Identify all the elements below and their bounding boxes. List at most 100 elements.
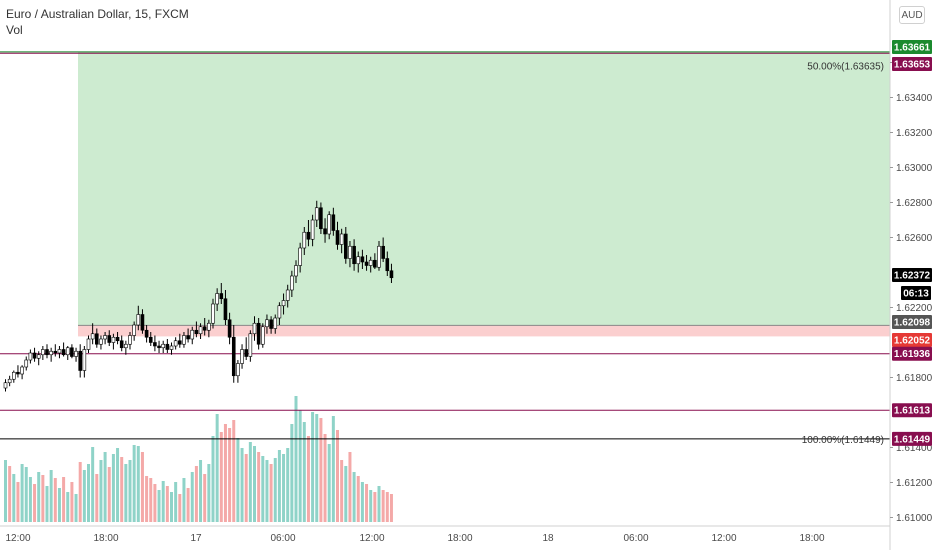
volume-bar: [41, 475, 45, 522]
price-tag-top[interactable]: 1.63661: [892, 40, 932, 54]
candle: [16, 365, 20, 378]
volume-bar: [57, 488, 61, 522]
volume-bar: [344, 466, 348, 522]
volume-bar: [360, 482, 364, 522]
candle: [223, 290, 228, 325]
candle: [57, 346, 62, 359]
volume-bar: [207, 464, 211, 522]
candle: [269, 316, 273, 334]
candle: [290, 270, 294, 297]
candle: [132, 321, 136, 341]
volume-bar: [323, 434, 327, 522]
price-tag-countdown[interactable]: 06:13: [901, 286, 931, 300]
volume-bar: [261, 456, 265, 522]
volume-bar: [132, 445, 136, 522]
candles: [3, 200, 394, 392]
volume-bar: [103, 452, 107, 522]
candle: [215, 288, 219, 311]
price-tag-current[interactable]: 1.62372: [892, 268, 932, 282]
volume-bar: [302, 422, 306, 522]
candle: [41, 346, 45, 360]
price-tag-label: 1.62052: [894, 336, 931, 347]
volume-bar: [294, 396, 298, 522]
volume-bar: [95, 474, 99, 522]
candle: [343, 227, 348, 264]
price-tick-label: 1.61000: [896, 513, 932, 524]
volume-bar: [373, 492, 377, 522]
volume-bar: [311, 412, 315, 522]
volume-bar: [369, 490, 373, 522]
volume-bar: [70, 482, 74, 522]
volume-bar: [149, 478, 153, 522]
candle: [352, 239, 356, 271]
time-tick-label: 12:00: [359, 533, 384, 544]
candle: [74, 347, 78, 362]
volume-indicator-label[interactable]: Vol: [6, 23, 23, 37]
price-tag-entry[interactable]: 1.62098: [892, 315, 932, 329]
candle: [140, 309, 145, 334]
candle: [314, 200, 319, 227]
price-tag-level[interactable]: 1.61936: [892, 346, 932, 361]
candle: [107, 330, 112, 346]
volume-bar: [49, 470, 53, 522]
candle: [78, 344, 82, 378]
volume-bar: [248, 442, 252, 522]
candle: [227, 312, 232, 345]
price-tag-label: 1.63653: [894, 60, 931, 71]
price-tag-label: 1.61613: [894, 406, 931, 417]
price-tag-level[interactable]: 1.61449: [892, 431, 932, 446]
volume-bar: [273, 458, 277, 522]
candle: [335, 221, 340, 250]
currency-button[interactable]: AUD: [899, 6, 925, 24]
volume-bar: [145, 476, 149, 522]
volume-bar: [120, 457, 124, 522]
volume-bar: [111, 454, 115, 522]
volume-bar: [91, 447, 95, 522]
volume-bar: [178, 494, 182, 522]
volume-bar: [140, 452, 144, 522]
candle: [61, 342, 66, 357]
volume-bar: [28, 477, 32, 522]
price-tag-level[interactable]: 1.63653: [892, 57, 932, 71]
candle: [45, 344, 49, 359]
candle: [20, 365, 24, 380]
volume-bar: [352, 472, 356, 522]
candle: [240, 344, 244, 369]
candle: [95, 328, 99, 348]
volume-bar: [306, 436, 310, 522]
fib-annotation: 100.00%(1.61449): [802, 435, 884, 446]
volume-bar: [277, 450, 281, 522]
volume-bar: [244, 454, 248, 522]
volume-bar: [381, 490, 385, 522]
volume-bar: [74, 494, 78, 522]
candle: [298, 242, 302, 273]
volume-bar: [389, 494, 393, 522]
candle: [186, 328, 190, 343]
candle: [285, 284, 290, 308]
time-axis[interactable]: 12:00 18:00 17 06:00 12:00 18:00 18 06:00 12:00 1…: [0, 525, 890, 544]
volume-bar: [157, 490, 161, 522]
volume-bar: [190, 472, 194, 522]
price-tag-stop[interactable]: 1.62052: [892, 333, 932, 347]
volume-bar: [16, 482, 20, 522]
time-tick-label: 18:00: [447, 533, 472, 544]
volume-bar: [78, 462, 82, 522]
target-zone[interactable]: [78, 51, 890, 326]
volume-bar: [215, 414, 219, 522]
price-tag-level[interactable]: 1.61613: [892, 403, 932, 418]
candle: [356, 251, 361, 273]
candle: [128, 332, 132, 350]
candle: [281, 293, 286, 315]
candle: [70, 344, 74, 359]
candle: [273, 314, 278, 334]
volume-bar: [170, 492, 173, 522]
price-tick-label: 1.61800: [896, 373, 932, 384]
candle: [207, 319, 211, 338]
volume-bar: [87, 464, 90, 522]
volume-bar: [99, 460, 103, 522]
volume-bar: [24, 467, 28, 522]
stop-zone[interactable]: [78, 325, 890, 337]
candle: [7, 375, 12, 387]
